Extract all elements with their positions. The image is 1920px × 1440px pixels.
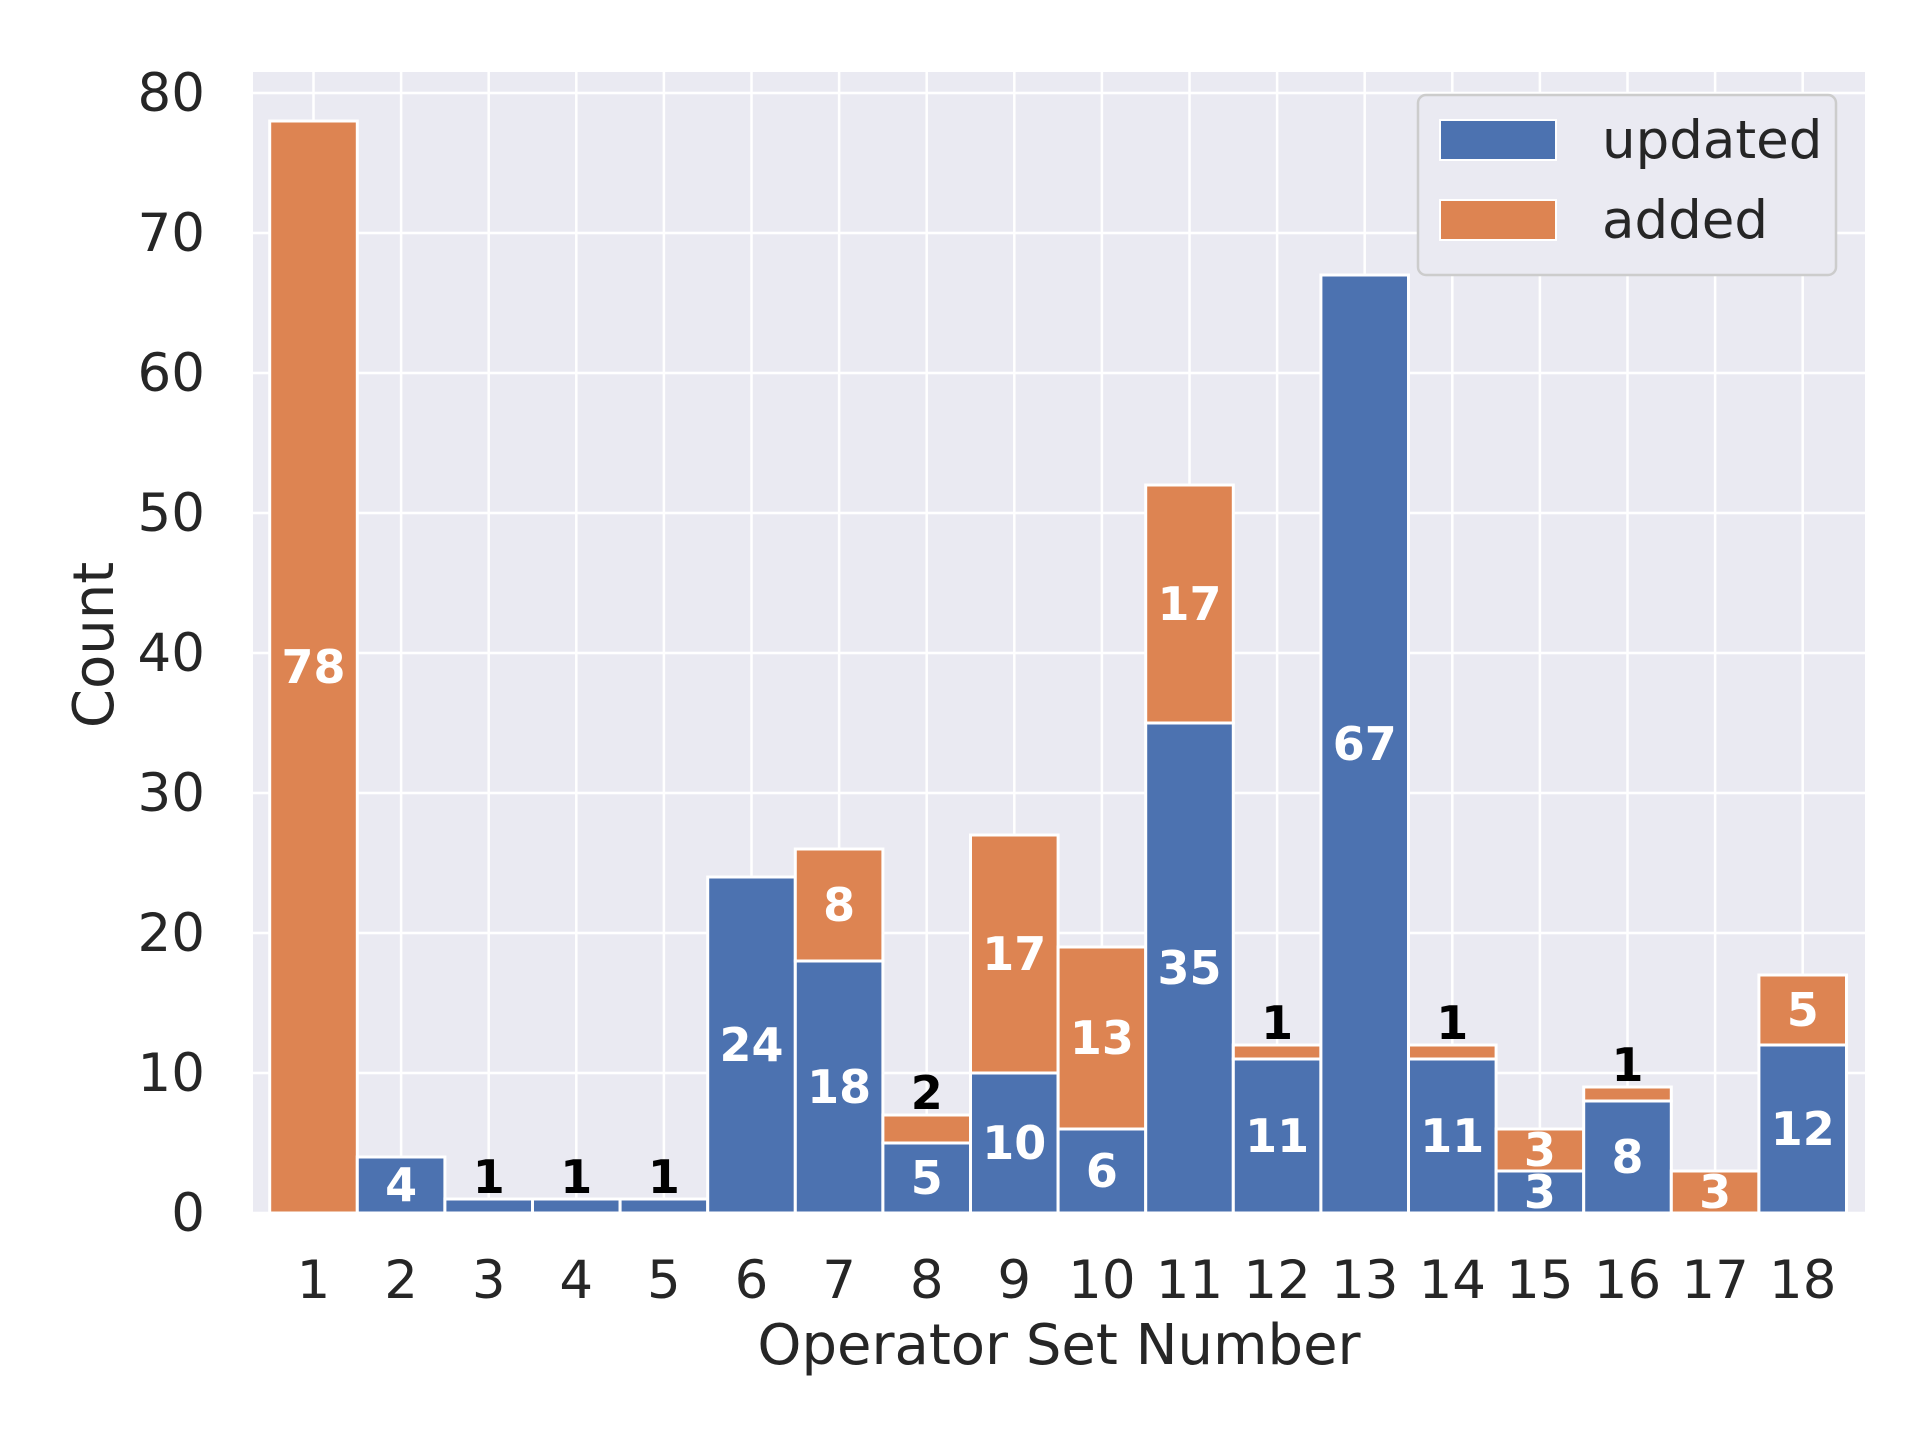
x-tick-label: 11	[1156, 1250, 1223, 1311]
x-tick-label: 18	[1769, 1250, 1836, 1311]
bar-label-updated: 1	[560, 1150, 592, 1204]
x-tick-label: 9	[997, 1250, 1031, 1311]
bar-label-updated: 35	[1157, 941, 1221, 995]
x-tick-label: 5	[647, 1250, 681, 1311]
bar-label-updated: 12	[1771, 1102, 1835, 1156]
bar-updated	[1494, 1169, 1586, 1215]
bar-label-added: 3	[1524, 1123, 1556, 1177]
bar-label-added: 13	[1070, 1011, 1134, 1065]
bar-label-updated: 10	[982, 1116, 1046, 1170]
bar-label-updated: 8	[1611, 1130, 1643, 1184]
bar-label-added: 78	[281, 640, 345, 694]
bar-label-added: 17	[982, 927, 1046, 981]
bar-label-added: 1	[1611, 1038, 1643, 1092]
x-tick-label: 10	[1068, 1250, 1135, 1311]
bar-added	[1494, 1127, 1586, 1173]
bar-added	[881, 1113, 973, 1145]
bar-updated	[969, 1071, 1060, 1215]
x-tick-label: 7	[822, 1250, 856, 1311]
bars	[268, 119, 1849, 1215]
bar-added	[268, 119, 359, 1215]
bar-label-added: 3	[1699, 1165, 1731, 1219]
bar-label-updated: 67	[1333, 717, 1397, 771]
bar-label-added: 8	[823, 878, 855, 932]
bar-label-updated: 4	[385, 1158, 417, 1212]
bar-added	[1582, 1085, 1673, 1103]
legend-swatch-updated	[1439, 119, 1557, 161]
bar-label-updated: 11	[1420, 1109, 1484, 1163]
x-axis-title: Operator Set Number	[757, 1313, 1361, 1378]
y-tick-label: 10	[138, 1043, 205, 1104]
legend-label-updated: updated	[1602, 110, 1822, 171]
x-tick-label: 1	[297, 1250, 331, 1311]
x-tick-label: 14	[1419, 1250, 1486, 1311]
bar-label-added: 1	[1261, 996, 1293, 1050]
y-tick-label: 0	[171, 1183, 205, 1244]
bar-added	[1056, 945, 1148, 1131]
bar-label-updated: 24	[719, 1018, 783, 1072]
bar-added	[969, 833, 1060, 1075]
x-tick-label: 2	[384, 1250, 418, 1311]
bar-added	[793, 847, 885, 963]
bar-label-added: 5	[1787, 983, 1819, 1037]
legend-label-added: added	[1602, 190, 1768, 251]
bar-label-added: 17	[1157, 577, 1221, 631]
x-tick-label: 15	[1506, 1250, 1573, 1311]
bar-updated	[1056, 1127, 1148, 1215]
x-axis-ticks: 1 2 3 4 5 6 7 8 9 10 11 12 13 14 15 16 17 18	[297, 1250, 1837, 1311]
y-tick-label: 20	[138, 903, 205, 964]
bar-label-updated: 5	[911, 1151, 943, 1205]
bar-updated	[1231, 1057, 1323, 1215]
x-tick-label: 8	[910, 1250, 944, 1311]
bar-updated	[1319, 273, 1411, 1215]
bar-label-added: 1	[1436, 996, 1468, 1050]
y-axis-title: Count	[62, 562, 127, 728]
x-tick-label: 4	[559, 1250, 593, 1311]
bar-label-updated: 1	[473, 1150, 505, 1204]
bar-updated	[706, 875, 797, 1215]
bar-label-updated: 1	[648, 1150, 680, 1204]
x-tick-label: 6	[735, 1250, 769, 1311]
y-tick-label: 50	[138, 483, 205, 544]
y-tick-label: 80	[138, 63, 205, 124]
bar-label-added: 2	[911, 1066, 943, 1120]
x-tick-label: 16	[1594, 1250, 1661, 1311]
x-tick-label: 3	[472, 1250, 506, 1311]
bar-updated	[793, 959, 885, 1215]
bar-label-updated: 3	[1524, 1165, 1556, 1219]
x-tick-label: 17	[1681, 1250, 1748, 1311]
bar-label-updated: 6	[1086, 1144, 1118, 1198]
bar-added	[1757, 973, 1849, 1047]
bar-label-updated: 18	[807, 1060, 871, 1114]
bar-updated	[355, 1155, 447, 1215]
y-tick-label: 60	[138, 343, 205, 404]
bar-updated	[1144, 721, 1235, 1215]
x-tick-label: 13	[1331, 1250, 1398, 1311]
bar-label-updated: 11	[1245, 1109, 1309, 1163]
y-tick-label: 40	[138, 623, 205, 684]
y-tick-label: 30	[138, 763, 205, 824]
x-tick-label: 12	[1243, 1250, 1310, 1311]
y-axis-ticks: 0 10 20 30 40 50 60 70 80	[138, 63, 205, 1244]
legend: updated added	[1416, 93, 1838, 277]
y-tick-label: 70	[138, 203, 205, 264]
bar-added	[1144, 483, 1235, 725]
bar-added	[1407, 1043, 1498, 1061]
legend-swatch-added	[1439, 199, 1557, 241]
